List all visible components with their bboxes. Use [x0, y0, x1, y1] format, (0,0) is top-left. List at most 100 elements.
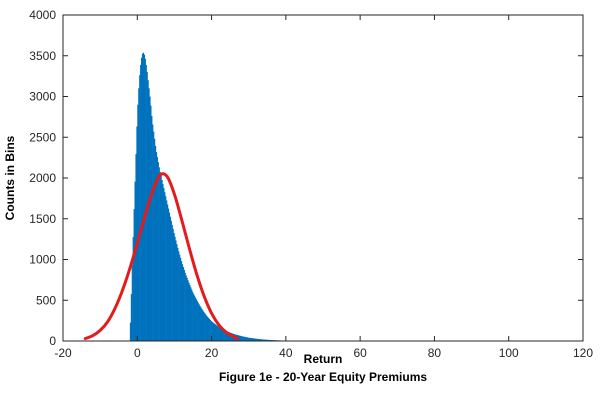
histogram-bar-44 [170, 220, 172, 341]
histogram-bar-101 [223, 329, 225, 341]
histogram-bar-20 [148, 88, 150, 341]
histogram-bar-136 [256, 338, 258, 341]
histogram-bar-76 [200, 307, 202, 341]
x-tick-label-0: -20 [54, 346, 72, 360]
histogram-bar-10 [139, 75, 141, 342]
histogram-bar-127 [247, 337, 250, 341]
histogram-bar-24 [152, 124, 154, 342]
histogram-bar-16 [144, 58, 146, 342]
histogram-bar-28 [155, 152, 158, 341]
x-tick-label-2: 20 [205, 346, 219, 360]
y-axis: 0 500 1000 1500 2000 2500 3000 3500 4000 [29, 8, 583, 348]
x-axis-label: Return [304, 352, 343, 366]
histogram-bar-31 [158, 167, 160, 341]
histogram-bar-90 [213, 323, 215, 341]
x-tick-label-3: 40 [279, 346, 293, 360]
histogram-bar-15 [143, 54, 146, 341]
histogram-bar-103 [225, 330, 227, 341]
histogram-bar-32 [159, 171, 161, 341]
histogram-bar-0 [129, 322, 132, 341]
histogram-bar-22 [150, 105, 152, 341]
histogram-bar-132 [252, 338, 254, 341]
histogram-bar-98 [220, 328, 223, 341]
histogram-bar-86 [209, 319, 211, 341]
histogram-bar-12 [141, 57, 143, 341]
x-tick-label-7: 120 [573, 346, 593, 360]
histogram-bar-96 [219, 327, 221, 341]
histogram-bar-63 [188, 282, 190, 341]
histogram-bar-94 [217, 326, 219, 341]
histogram-bar-142 [261, 339, 263, 341]
histogram-bar-149 [268, 339, 270, 341]
histogram-bar-51 [177, 247, 179, 341]
histogram-bar-138 [258, 338, 260, 341]
histogram-bar-48 [174, 236, 176, 341]
histogram-bar-49 [175, 240, 177, 341]
histogram-bar-61 [186, 277, 188, 341]
histogram-bar-25 [153, 131, 155, 341]
histogram-bar-9 [138, 88, 140, 341]
histogram-bar-106 [228, 332, 230, 341]
histogram-bar-123 [244, 336, 246, 341]
histogram-bar-120 [241, 336, 243, 341]
histogram-bar-130 [250, 338, 252, 341]
histogram-bar-97 [219, 327, 222, 341]
histogram-bar-60 [185, 275, 187, 341]
histogram-bar-53 [179, 254, 181, 341]
y-tick-label-1: 500 [36, 293, 56, 307]
histogram-bar-52 [178, 251, 180, 341]
histogram-bar-55 [180, 261, 183, 341]
normal-fit-line [83, 172, 240, 341]
histogram-bar-29 [156, 157, 159, 341]
histogram-bar-79 [203, 311, 205, 341]
histogram-bar-57 [182, 267, 185, 341]
figure-caption: Figure 1e - 20-Year Equity Premiums [219, 370, 427, 384]
histogram-bar-126 [246, 337, 249, 341]
histogram-bar-4 [133, 209, 135, 341]
histogram-bar-133 [253, 338, 255, 341]
histogram-bar-70 [194, 297, 197, 341]
histogram-bar-124 [245, 337, 247, 341]
histogram-bar-82 [206, 315, 208, 341]
histogram-bar-42 [168, 212, 171, 341]
histogram-bar-143 [262, 339, 264, 341]
histogram-bar-11 [140, 64, 142, 342]
histogram-bar-64 [189, 285, 191, 341]
histogram-bar-75 [199, 305, 201, 341]
histogram-bar-34 [161, 180, 163, 341]
histogram-bar-144 [263, 339, 265, 341]
histogram-bar-39 [166, 200, 168, 341]
histogram-bar-87 [210, 320, 212, 341]
x-tick-label-1: 0 [134, 346, 141, 360]
x-tick-label-6: 100 [499, 346, 519, 360]
y-tick-label-5: 2500 [29, 130, 56, 144]
histogram-bar-50 [176, 244, 178, 341]
histogram-bar-46 [172, 228, 174, 341]
y-tick-label-6: 3000 [29, 90, 56, 104]
histogram-bar-77 [201, 308, 203, 341]
histogram-bar-37 [164, 192, 166, 341]
histogram-bar-119 [240, 335, 242, 341]
histogram-bar-141 [260, 339, 263, 341]
histogram-bar-140 [259, 339, 262, 341]
histogram-bar-104 [226, 331, 228, 341]
histogram-bar-100 [222, 329, 224, 341]
histogram-bar-23 [151, 115, 153, 341]
histogram-bar-107 [229, 332, 231, 341]
histogram-bar-151 [270, 339, 272, 341]
histogram-bar-17 [145, 64, 147, 342]
histogram-bar-41 [167, 208, 170, 341]
y-tick-label-7: 3500 [29, 49, 56, 63]
histogram-bar-35 [162, 184, 164, 341]
histogram-bar-91 [214, 323, 216, 341]
histogram-bar-13 [141, 53, 144, 342]
histogram-bar-128 [248, 337, 250, 341]
histogram-bar-150 [269, 339, 271, 341]
histogram-bar-21 [149, 96, 151, 341]
histogram-bar-85 [208, 318, 211, 341]
histogram-bar-30 [157, 162, 159, 341]
histogram-bar-92 [215, 324, 217, 341]
histogram-bar-2 [131, 265, 133, 341]
histogram-bar-89 [212, 322, 214, 341]
